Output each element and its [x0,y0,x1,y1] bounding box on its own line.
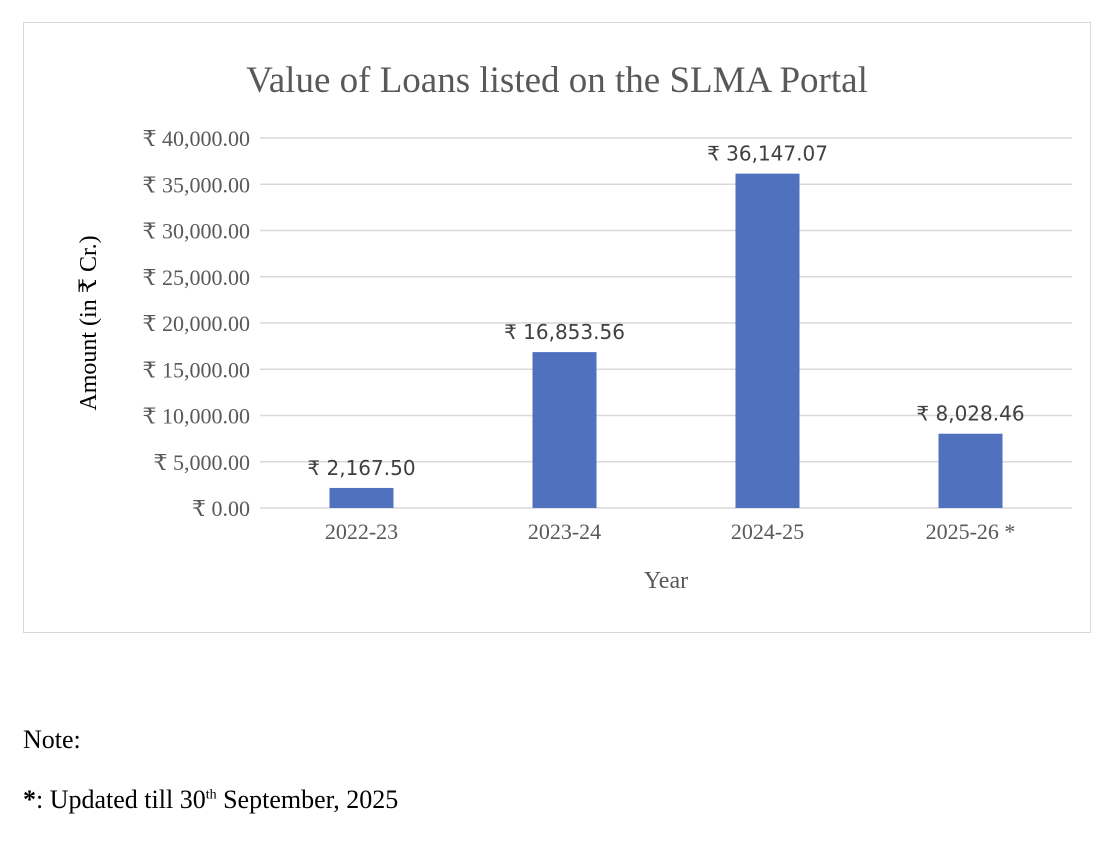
x-tick-label: 2025-26 * [926,519,1016,544]
note-text-before: : Updated till 30 [36,785,206,814]
data-label: ₹ 8,028.46 [916,402,1024,426]
bar [329,487,394,508]
bar [735,173,800,509]
bar [938,433,1003,508]
note-text-after: September, 2025 [216,785,399,814]
data-label: ₹ 36,147.07 [707,142,828,166]
y-tick-label: ₹ 10,000.00 [143,404,251,429]
y-tick-label: ₹ 0.00 [192,496,250,521]
note-superscript: th [205,787,217,803]
y-tick-label: ₹ 5,000.00 [154,450,251,475]
data-label: ₹ 16,853.56 [504,320,625,344]
data-label: ₹ 2,167.50 [307,456,415,480]
chart-title: Value of Loans listed on the SLMA Portal [246,60,868,101]
y-axis-title: Amount (in ₹ Cr.) [76,235,102,410]
note-star: * [23,785,36,814]
bar-chart: Value of Loans listed on the SLMA Portal… [76,60,1072,594]
y-tick-label: ₹ 15,000.00 [143,357,251,382]
y-tick-label: ₹ 40,000.00 [143,126,251,151]
y-tick-label: ₹ 25,000.00 [143,265,251,290]
x-axis-title: Year [644,568,688,594]
x-tick-label: 2023-24 [528,519,601,544]
x-tick-label: 2022-23 [325,519,398,544]
note-title: Note: [23,725,81,754]
note-text: *: Updated till 30th September, 2025 [23,785,398,815]
x-tick-label: 2024-25 [731,519,804,544]
y-tick-label: ₹ 20,000.00 [143,311,251,336]
chart-frame: Value of Loans listed on the SLMA Portal… [23,22,1091,633]
y-tick-label: ₹ 30,000.00 [143,219,251,244]
bar [532,352,597,508]
y-tick-label: ₹ 35,000.00 [143,172,251,197]
